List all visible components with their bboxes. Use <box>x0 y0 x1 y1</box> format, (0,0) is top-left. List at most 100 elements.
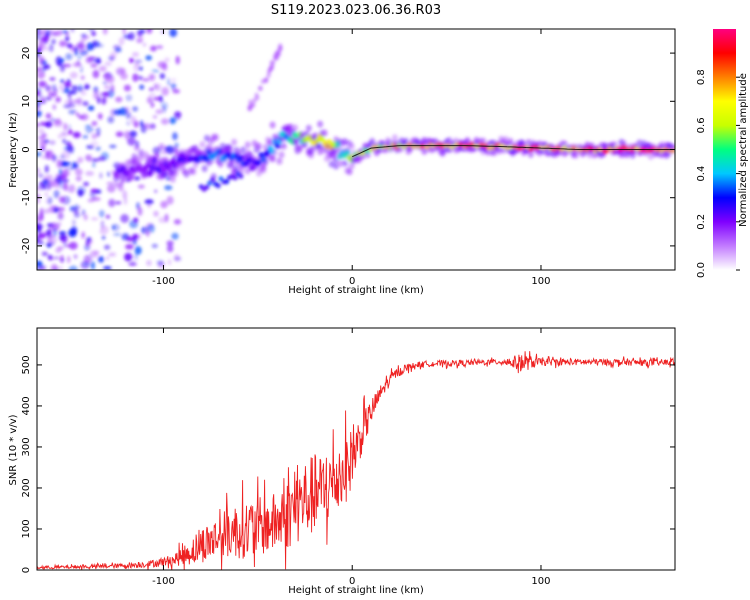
noise-blob <box>91 121 98 126</box>
noise-blob <box>101 97 107 105</box>
secondary-blob <box>210 177 215 183</box>
noise-blob <box>88 56 98 61</box>
noise-blob <box>46 85 52 93</box>
noise-blob <box>84 244 91 251</box>
noise-blob <box>59 154 65 159</box>
noise-blob <box>99 172 103 179</box>
noise-blob <box>80 260 90 270</box>
noise-blob <box>60 41 69 47</box>
noise-blob <box>148 93 156 97</box>
noise-blob <box>120 72 128 80</box>
noise-blob <box>158 216 167 224</box>
noise-blob <box>71 85 78 91</box>
noise-blob <box>90 140 99 147</box>
noise-blob <box>104 244 111 250</box>
noise-blob <box>106 256 109 260</box>
ridge-halo <box>267 139 274 147</box>
noise-blob <box>72 219 76 227</box>
noise-blob <box>80 113 89 121</box>
ridge-halo <box>172 169 179 177</box>
colorbar-tick-label: 0.2 <box>696 214 707 230</box>
noise-blob <box>134 253 138 261</box>
noise-blob <box>82 135 89 139</box>
noise-blob <box>93 91 100 100</box>
noise-blob <box>95 127 101 136</box>
spectral-ridge-line <box>351 145 674 158</box>
noise-blob <box>93 86 99 93</box>
noise-blob <box>147 224 155 233</box>
y-tick-label: 300 <box>21 437 32 456</box>
noise-blob <box>86 42 94 51</box>
noise-blob <box>68 129 73 135</box>
noise-blob <box>160 150 168 155</box>
noise-blob <box>62 237 69 243</box>
noise-blob <box>37 128 45 134</box>
ridge-halo <box>262 157 269 165</box>
noise-blob <box>37 32 42 41</box>
noise-blob <box>109 144 117 149</box>
spectrogram-y-axis-label: Frequency (Hz) <box>8 112 19 188</box>
noise-blob <box>37 71 46 79</box>
noise-blob <box>60 255 64 263</box>
noise-blob <box>43 64 51 70</box>
noise-blob <box>80 33 87 38</box>
noise-blob <box>77 84 84 93</box>
noise-blob <box>83 181 90 187</box>
noise-blob <box>95 189 102 194</box>
noise-blob <box>120 214 129 223</box>
noise-blob <box>161 87 169 96</box>
noise-blob <box>79 65 83 74</box>
noise-blob <box>48 44 54 52</box>
noise-blob <box>63 122 68 131</box>
noise-blob <box>38 80 47 88</box>
noise-blob <box>70 29 75 33</box>
noise-blob <box>44 121 53 128</box>
noise-blob <box>92 161 96 168</box>
noise-blob <box>114 47 122 53</box>
noise-blob <box>57 133 63 139</box>
noise-blob <box>68 109 77 115</box>
noise-blob <box>57 207 65 212</box>
ridge-halo <box>256 142 262 150</box>
noise-blob <box>145 55 152 61</box>
ridge-halo <box>203 134 210 142</box>
noise-blob <box>65 36 69 43</box>
ridge-halo <box>201 165 208 173</box>
noise-blob <box>92 69 100 79</box>
ridge-halo <box>190 168 197 175</box>
ridge-halo <box>480 137 487 145</box>
ridge-halo <box>328 160 335 168</box>
noise-blob <box>59 266 63 270</box>
spectrogram-x-ticks: -100 0 100 <box>152 29 551 287</box>
ridge-halo <box>342 159 349 167</box>
noise-blob <box>65 53 73 61</box>
noise-blob <box>169 29 178 38</box>
spectrogram-blobs <box>37 29 675 270</box>
ridge-halo <box>226 145 233 153</box>
colorbar-label: Normalized spectral amplitude <box>738 73 749 227</box>
noise-blob <box>119 107 128 116</box>
noise-blob <box>37 99 41 108</box>
noise-blob <box>72 99 82 104</box>
ridge-halo <box>278 151 285 159</box>
noise-blob <box>76 60 81 66</box>
ridge-halo <box>391 134 398 142</box>
ridge-halo <box>183 170 190 178</box>
snr-series <box>37 351 675 570</box>
noise-blob <box>60 79 65 83</box>
snr-frame <box>36 327 676 571</box>
noise-blob <box>59 84 64 91</box>
noise-blob <box>82 101 89 107</box>
x-tick-label: 100 <box>531 276 550 287</box>
noise-blob <box>85 171 94 176</box>
noise-blob <box>37 260 43 266</box>
noise-blob <box>46 233 55 238</box>
snr-line <box>37 351 675 570</box>
noise-blob <box>58 196 66 204</box>
noise-blob <box>103 81 107 86</box>
noise-blob <box>37 110 42 118</box>
noise-blob <box>58 58 65 63</box>
snr-y-axis-label: SNR (10 * v/v) <box>8 414 19 485</box>
branch-blob <box>269 64 274 70</box>
spectrogram-x-axis-label: Height of straight line (km) <box>288 285 424 296</box>
